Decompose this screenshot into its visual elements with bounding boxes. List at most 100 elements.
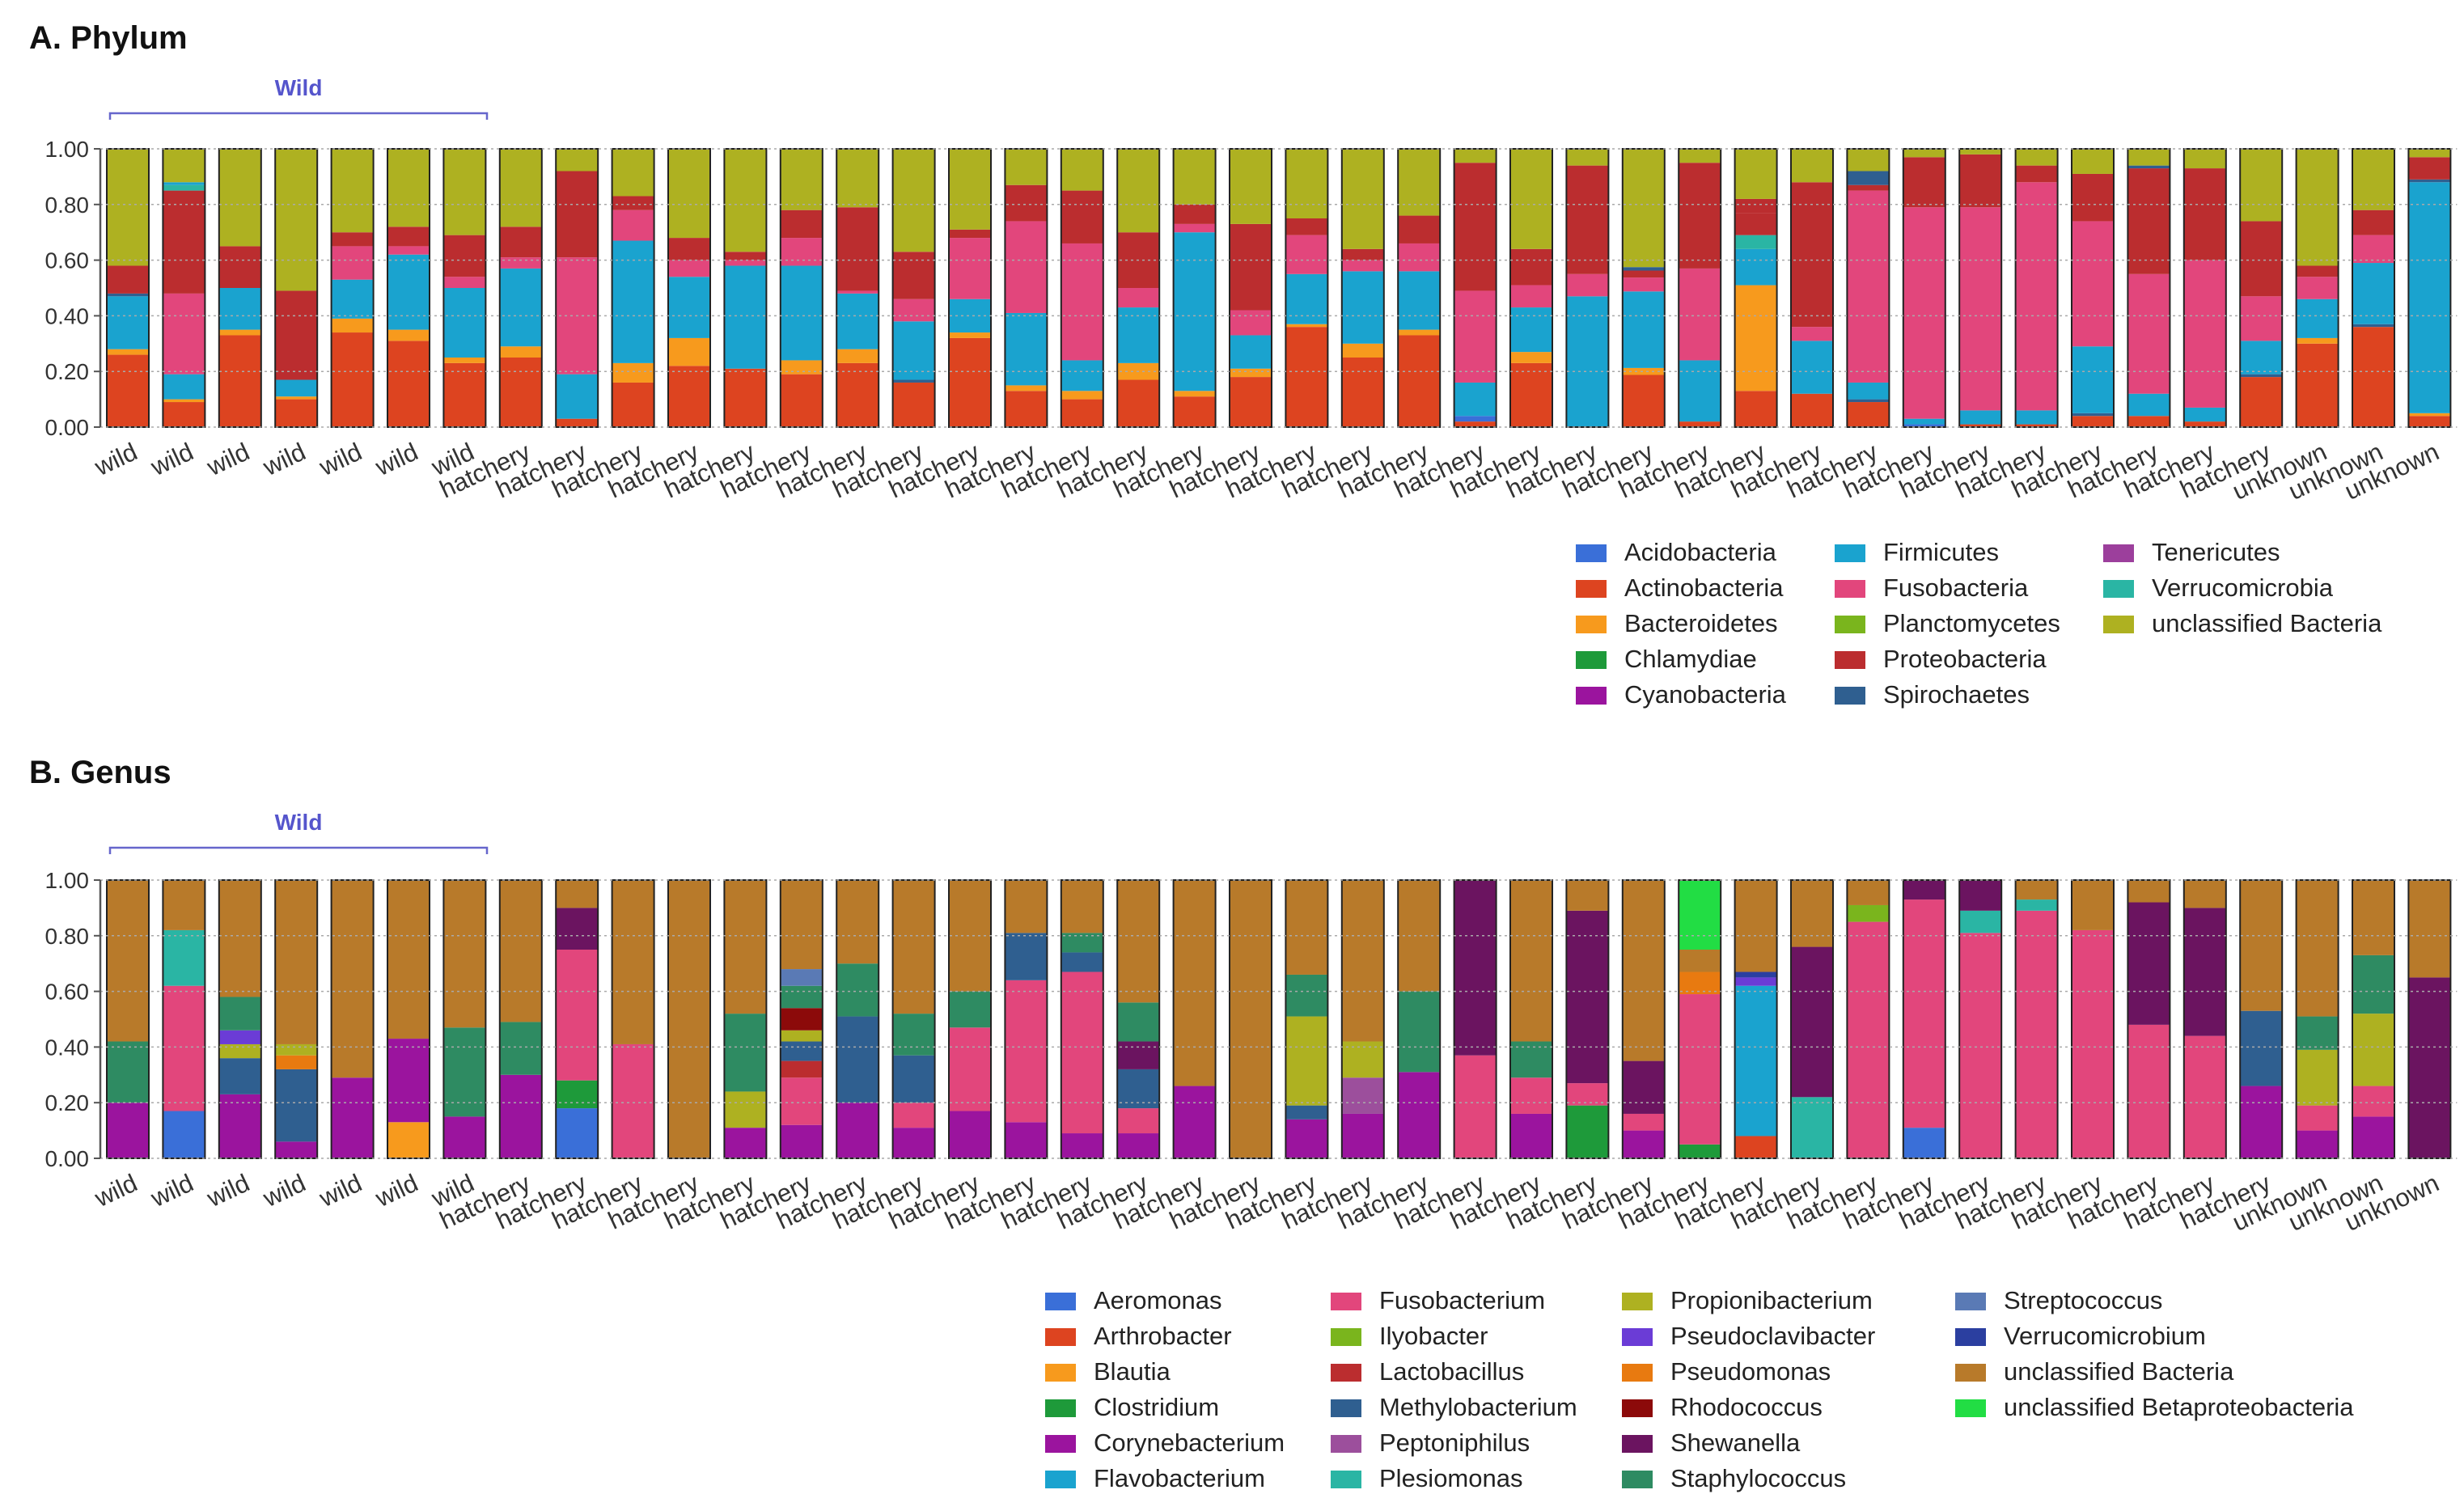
bar-segment-unclassified-bacteria: [499, 880, 542, 1022]
bar-segment-proteobacteria: [1734, 213, 1777, 235]
legend-swatch-pseudoclavibacter: [1622, 1328, 1653, 1346]
bar-outline: [2239, 148, 2284, 428]
bar-segment-proteobacteria: [1847, 184, 1890, 191]
bar-segment-unclassified-bacteria: [1285, 880, 1328, 975]
bar-segment-actinobacteria: [1117, 379, 1160, 427]
bar-segment-fusobacterium: [556, 950, 599, 1081]
bar-segment-corynebacterium: [949, 1111, 991, 1158]
bar-segment-fusobacteria: [724, 260, 767, 266]
bar-segment-fusobacteria: [1510, 285, 1552, 308]
bar-segment-corynebacterium: [1341, 1113, 1384, 1158]
bar-segment-proteobacteria: [724, 252, 767, 260]
bar-segment-proteobacteria: [1622, 270, 1665, 278]
bar-segment-corynebacterium: [387, 1039, 430, 1123]
bar-segment-ilyobacter: [1847, 904, 1890, 922]
legend-swatch-staphylococcus: [1622, 1471, 1653, 1488]
bar-segment-unclassified-bacteria: [1285, 149, 1328, 218]
y-tick-label: 1.00: [45, 868, 90, 893]
bar-outline: [274, 879, 319, 1159]
legend-swatch-corynebacterium: [1045, 1435, 1076, 1453]
bar-segment-spirochaetes: [892, 379, 935, 383]
bar-segment-fusobacteria: [2352, 235, 2394, 264]
bar-segment-firmicutes: [1734, 248, 1777, 286]
bar-segment-unclassified-bacteria: [1341, 880, 1384, 1042]
legend-swatch-blautia: [1045, 1364, 1076, 1382]
bar-outline: [1340, 879, 1385, 1159]
bar-segment-methylobacterium: [275, 1069, 318, 1142]
bar-segment-fusobacteria: [1173, 223, 1216, 233]
bar-segment-unclassified-bacteria: [2240, 149, 2283, 222]
bar-segment-proteobacteria: [1791, 182, 1833, 328]
bar-segment-verrucomicrobium: [1734, 971, 1777, 978]
bar-segment-unclassified-bacteria: [836, 880, 879, 964]
bar-segment-spirochaetes: [2352, 324, 2394, 328]
bar-segment-fusobacteria: [163, 293, 205, 375]
legend-swatch-verrucomicrobia: [2103, 580, 2134, 598]
bar-segment-shewanella: [1903, 880, 1945, 900]
bar-segment-unclassified-bacteria: [668, 149, 710, 239]
bar-segment-unclassified-bacteria: [2072, 880, 2114, 930]
bar-segment-shewanella: [1622, 1060, 1665, 1114]
bar-segment-firmicutes: [387, 254, 430, 330]
bar-segment-fusobacteria: [499, 257, 542, 269]
bar-segment-firmicutes: [2127, 393, 2170, 417]
bar-segment-unclassified-bacteria: [2127, 880, 2170, 903]
bar-segment-unclassified-bacteria: [2015, 149, 2058, 166]
bar-segment-unclassified-bacteria: [556, 149, 599, 171]
bar-segment-proteobacteria: [1230, 223, 1272, 311]
bar-segment-corynebacterium: [724, 1128, 767, 1158]
bar-segment-methylobacterium: [1285, 1105, 1328, 1119]
bar-segment-proteobacteria: [1510, 248, 1552, 286]
bar-segment-unclassified-bacteria: [1173, 880, 1216, 1086]
bar-segment-fusobacteria: [1622, 277, 1665, 292]
bar-outline: [723, 148, 768, 428]
legend-swatch-methylobacterium: [1331, 1399, 1361, 1417]
bar-segment-unclassified-bacteria: [2352, 880, 2394, 955]
bar-segment-bacteroidetes: [387, 329, 430, 341]
bar-segment-fusobacteria: [331, 246, 374, 280]
bar-segment-actinobacteria: [387, 341, 430, 427]
bar-segment-shewanella: [2183, 908, 2226, 1036]
bar-segment-actinobacteria: [2408, 416, 2451, 427]
bar-segment-bacteroidetes: [1510, 352, 1552, 363]
bar-segment-staphylococcus: [724, 1014, 767, 1092]
bar-segment-firmicutes: [275, 379, 318, 397]
x-tick-label: wild: [90, 438, 142, 482]
bar-segment-unclassified-bacteria: [1061, 880, 1103, 933]
bar-segment-corynebacterium: [2240, 1086, 2283, 1158]
bar-segment-spirochaetes: [1847, 399, 1890, 403]
bar-segment-actinobacteria: [499, 358, 542, 427]
bar-segment-proteobacteria: [1285, 218, 1328, 235]
bar-segment-fusobacteria: [2240, 296, 2283, 341]
bar-segment-actinobacteria: [1005, 391, 1048, 427]
bar-segment-corynebacterium: [1005, 1122, 1048, 1158]
bar-segment-firmicutes: [1679, 360, 1721, 422]
group-bracket-line: [108, 846, 489, 854]
bar-segment-actinobacteria: [331, 332, 374, 427]
bar-outline: [2182, 148, 2227, 428]
bar-segment-proteobacteria: [612, 196, 654, 210]
bar-segment-fusobacteria: [1454, 290, 1497, 383]
bar-segment-methylobacterium: [892, 1055, 935, 1103]
bar-segment-firmicutes: [2352, 263, 2394, 324]
bar-segment-firmicutes: [1173, 232, 1216, 392]
bar-segment-methylobacterium: [1005, 933, 1048, 980]
legend-label-firmicutes: Firmicutes: [1883, 538, 1999, 566]
legend-swatch-arthrobacter: [1045, 1328, 1076, 1346]
y-tick-label: 0.20: [45, 359, 90, 384]
bar-segment-fusobacteria: [612, 210, 654, 241]
bar-outline: [1340, 148, 1385, 428]
bar-segment-proteobacteria: [836, 207, 879, 291]
phylum-panel-title: A. Phylum: [29, 20, 188, 56]
bar-segment-unclassified-bacteria: [1734, 880, 1777, 972]
bar-segment-fusobacterium: [2352, 1086, 2394, 1117]
bar-segment-aeromonas: [1903, 1128, 1945, 1158]
legend-label-blautia: Blautia: [1094, 1357, 1171, 1386]
x-tick-label: wild: [146, 438, 197, 482]
bar-segment-actinobacteria: [668, 366, 710, 427]
bar-segment-unclassified-bacteria: [107, 880, 149, 1042]
bar-segment-unclassified-bacteria: [1959, 149, 2002, 154]
bar-segment-flavobacterium: [1734, 985, 1777, 1136]
legend-swatch-chlamydiae: [1576, 651, 1607, 669]
